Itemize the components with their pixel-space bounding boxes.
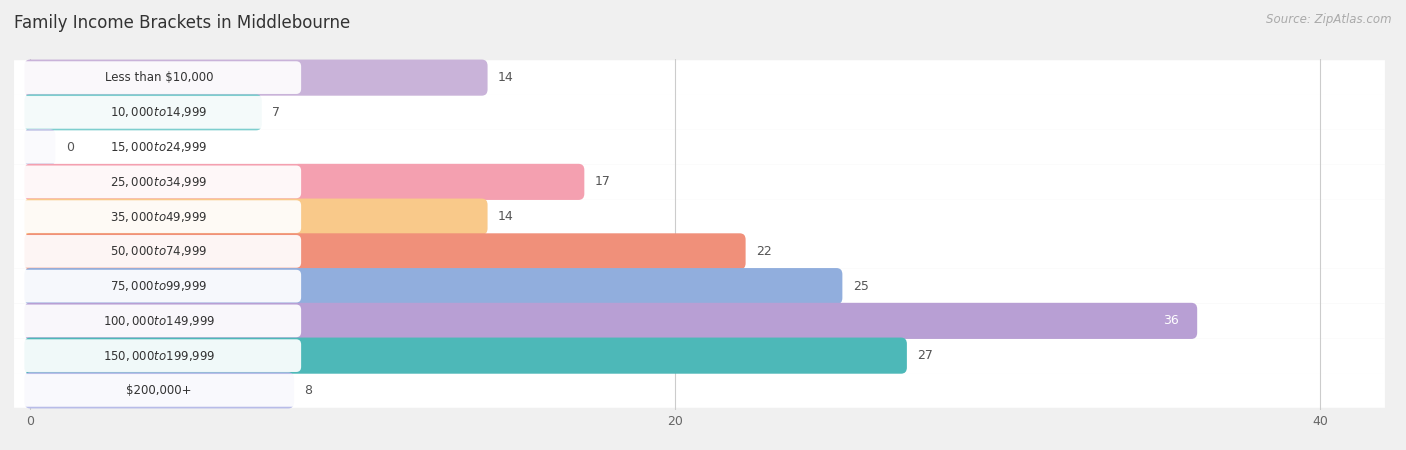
Text: $150,000 to $199,999: $150,000 to $199,999 xyxy=(103,349,215,363)
FancyBboxPatch shape xyxy=(24,94,262,130)
Text: $10,000 to $14,999: $10,000 to $14,999 xyxy=(111,105,208,119)
FancyBboxPatch shape xyxy=(24,303,1197,339)
FancyBboxPatch shape xyxy=(17,235,301,268)
FancyBboxPatch shape xyxy=(14,373,1385,408)
Text: 14: 14 xyxy=(498,71,513,84)
FancyBboxPatch shape xyxy=(17,339,301,372)
Text: $100,000 to $149,999: $100,000 to $149,999 xyxy=(103,314,215,328)
Text: 36: 36 xyxy=(1163,315,1178,328)
FancyBboxPatch shape xyxy=(14,130,1385,165)
Text: $25,000 to $34,999: $25,000 to $34,999 xyxy=(111,175,208,189)
Text: 0: 0 xyxy=(66,140,73,153)
FancyBboxPatch shape xyxy=(17,305,301,337)
FancyBboxPatch shape xyxy=(24,372,294,409)
FancyBboxPatch shape xyxy=(24,198,488,235)
FancyBboxPatch shape xyxy=(24,129,55,165)
Text: $50,000 to $74,999: $50,000 to $74,999 xyxy=(111,244,208,258)
Text: 27: 27 xyxy=(917,349,934,362)
FancyBboxPatch shape xyxy=(17,374,301,407)
Text: 25: 25 xyxy=(852,279,869,292)
Text: Source: ZipAtlas.com: Source: ZipAtlas.com xyxy=(1267,14,1392,27)
FancyBboxPatch shape xyxy=(24,268,842,304)
FancyBboxPatch shape xyxy=(14,60,1385,95)
FancyBboxPatch shape xyxy=(24,338,907,374)
Text: $200,000+: $200,000+ xyxy=(127,384,193,397)
Text: 14: 14 xyxy=(498,210,513,223)
Text: 7: 7 xyxy=(273,106,280,119)
Text: $15,000 to $24,999: $15,000 to $24,999 xyxy=(111,140,208,154)
FancyBboxPatch shape xyxy=(14,95,1385,130)
FancyBboxPatch shape xyxy=(14,338,1385,373)
Text: Family Income Brackets in Middlebourne: Family Income Brackets in Middlebourne xyxy=(14,14,350,32)
FancyBboxPatch shape xyxy=(17,166,301,198)
Text: $35,000 to $49,999: $35,000 to $49,999 xyxy=(111,210,208,224)
FancyBboxPatch shape xyxy=(17,96,301,129)
FancyBboxPatch shape xyxy=(14,303,1385,338)
FancyBboxPatch shape xyxy=(14,199,1385,234)
FancyBboxPatch shape xyxy=(14,165,1385,199)
FancyBboxPatch shape xyxy=(24,59,488,96)
FancyBboxPatch shape xyxy=(14,234,1385,269)
FancyBboxPatch shape xyxy=(24,233,745,270)
Text: 17: 17 xyxy=(595,176,610,189)
Text: 22: 22 xyxy=(756,245,772,258)
FancyBboxPatch shape xyxy=(14,269,1385,303)
FancyBboxPatch shape xyxy=(17,61,301,94)
FancyBboxPatch shape xyxy=(24,164,585,200)
Text: $75,000 to $99,999: $75,000 to $99,999 xyxy=(111,279,208,293)
Text: Less than $10,000: Less than $10,000 xyxy=(105,71,214,84)
Text: 8: 8 xyxy=(304,384,312,397)
FancyBboxPatch shape xyxy=(17,131,301,163)
FancyBboxPatch shape xyxy=(17,270,301,302)
FancyBboxPatch shape xyxy=(17,200,301,233)
